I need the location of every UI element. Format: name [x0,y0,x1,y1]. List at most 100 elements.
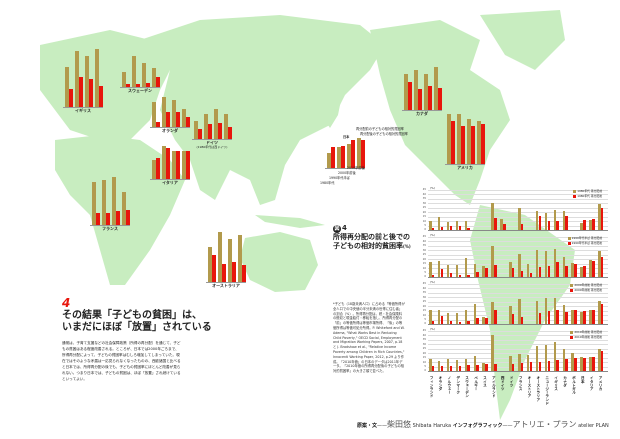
bar-before [429,221,432,230]
map-bar-before [172,100,176,127]
bar-after [520,270,524,277]
bar-before [509,261,512,277]
map-bar-before [434,67,438,110]
map-bar-after [69,89,73,107]
bar-before [535,250,539,277]
bar-after [476,364,479,371]
bar-after [583,266,586,277]
bar-after [511,314,515,324]
bar-after [449,273,453,277]
legend-after: 1980年代 再分配後 [573,194,602,198]
map-bar-after [471,126,475,164]
y-tick-label: 10 [422,360,426,364]
section-title-line2: いまだにほぼ「放置」されている [62,322,212,333]
map-bar-after [146,82,150,87]
bar-before [429,309,432,324]
bar-after [511,268,515,277]
bar-before [473,304,477,324]
map-bar-after [126,84,130,87]
bar-before [589,220,592,230]
bar-before [491,245,494,277]
gridline [428,331,608,332]
bar-before [464,258,468,277]
map-bar-after [218,122,222,139]
bar-after [440,316,444,324]
bar-after [592,261,595,277]
gridline [428,292,608,294]
map-chart-イタリア: イタリア [150,145,190,185]
bar-after [494,363,497,371]
map-bar-before [238,235,242,282]
x-axis [428,230,608,231]
map-bar-before [75,50,79,107]
bar-after [538,313,542,324]
bar-after [440,365,444,371]
figure-note: *子ども（18歳未満人口）に占める「等価所得が全人口での中央値の半分未満の世帯に… [333,302,405,374]
bar-before [589,356,592,371]
bar-after [583,357,586,371]
north-america-landmass [370,20,510,205]
bar-after [538,362,542,371]
gridline [428,344,608,346]
europe-landmass [40,30,175,140]
map-bar-before [85,56,89,107]
japan-legend-after: 再分配後の子どもの相対的貧困率 [360,132,408,136]
bar-after [467,364,470,371]
bar-after [529,273,533,277]
y-tick-label: 35 [422,338,426,342]
y-tick-label: 15 [422,356,426,360]
bar-after [520,223,524,230]
y-tick-label: 15 [422,309,426,313]
map-chart-label: フランス [102,226,118,231]
map-bar-before [152,159,156,179]
gridline [428,284,608,285]
bar-after [458,226,462,230]
map-chart-sublabel: (1980年代は西ドイツ) [196,145,228,149]
map-bar-before [224,113,228,139]
map-bar-before [424,73,428,110]
map-chart-label: ドイツ [206,140,218,145]
map-bar-before [95,49,99,107]
country-label: デンマーク [456,376,461,394]
bar-after [494,218,497,230]
bar-after [538,215,542,230]
map-chart-label: アメリカ [457,165,473,170]
map-bar-after [242,265,246,282]
bar-before [437,261,441,277]
bar-after [458,275,462,277]
country-label: アイルランド [492,376,497,398]
y-unit-label: (%) [430,233,435,237]
map-bar-before [92,182,96,225]
y-tick-label: 0 [424,275,426,279]
map-bar-before [162,97,166,127]
y-tick-label: 5 [424,223,426,227]
bar-before [446,359,450,371]
bar-before [589,260,592,277]
map-bar-after [156,76,160,87]
y-tick-label: 20 [422,304,426,308]
figure-title-line2: 子どもの相対的貧困率 [333,242,403,250]
map-bar-after [461,126,465,164]
bar-after [574,357,577,371]
section-title-line1: その結果「子どもの貧困」は、 [62,310,202,321]
gridline [428,190,608,191]
map-bar-before [467,119,471,164]
bar-before [446,313,450,324]
bar-before [544,345,548,371]
credit-designer-en: atelier PLAN [578,423,609,429]
bar-after [440,227,444,230]
gridline [428,353,608,355]
country-label: 日本 [581,376,586,384]
bar-after [511,363,515,371]
map-bar-before [182,151,186,179]
bar-after [538,267,542,277]
chart-panel-1: 0 5 10 15 20 25 30 35 40 45 (%) 1990年代半ば 再分配前 1990年代… [418,233,608,279]
bar-after [592,356,595,371]
map-chart-label: オーストラリア [212,283,240,288]
bar-after [431,321,435,324]
legend-after: 2000年前後 再分配後 [570,288,602,292]
map-bar-before [132,56,136,87]
bar-before [598,251,601,277]
country-label: ノルウェー [447,376,452,394]
map-bar-after [89,78,93,107]
